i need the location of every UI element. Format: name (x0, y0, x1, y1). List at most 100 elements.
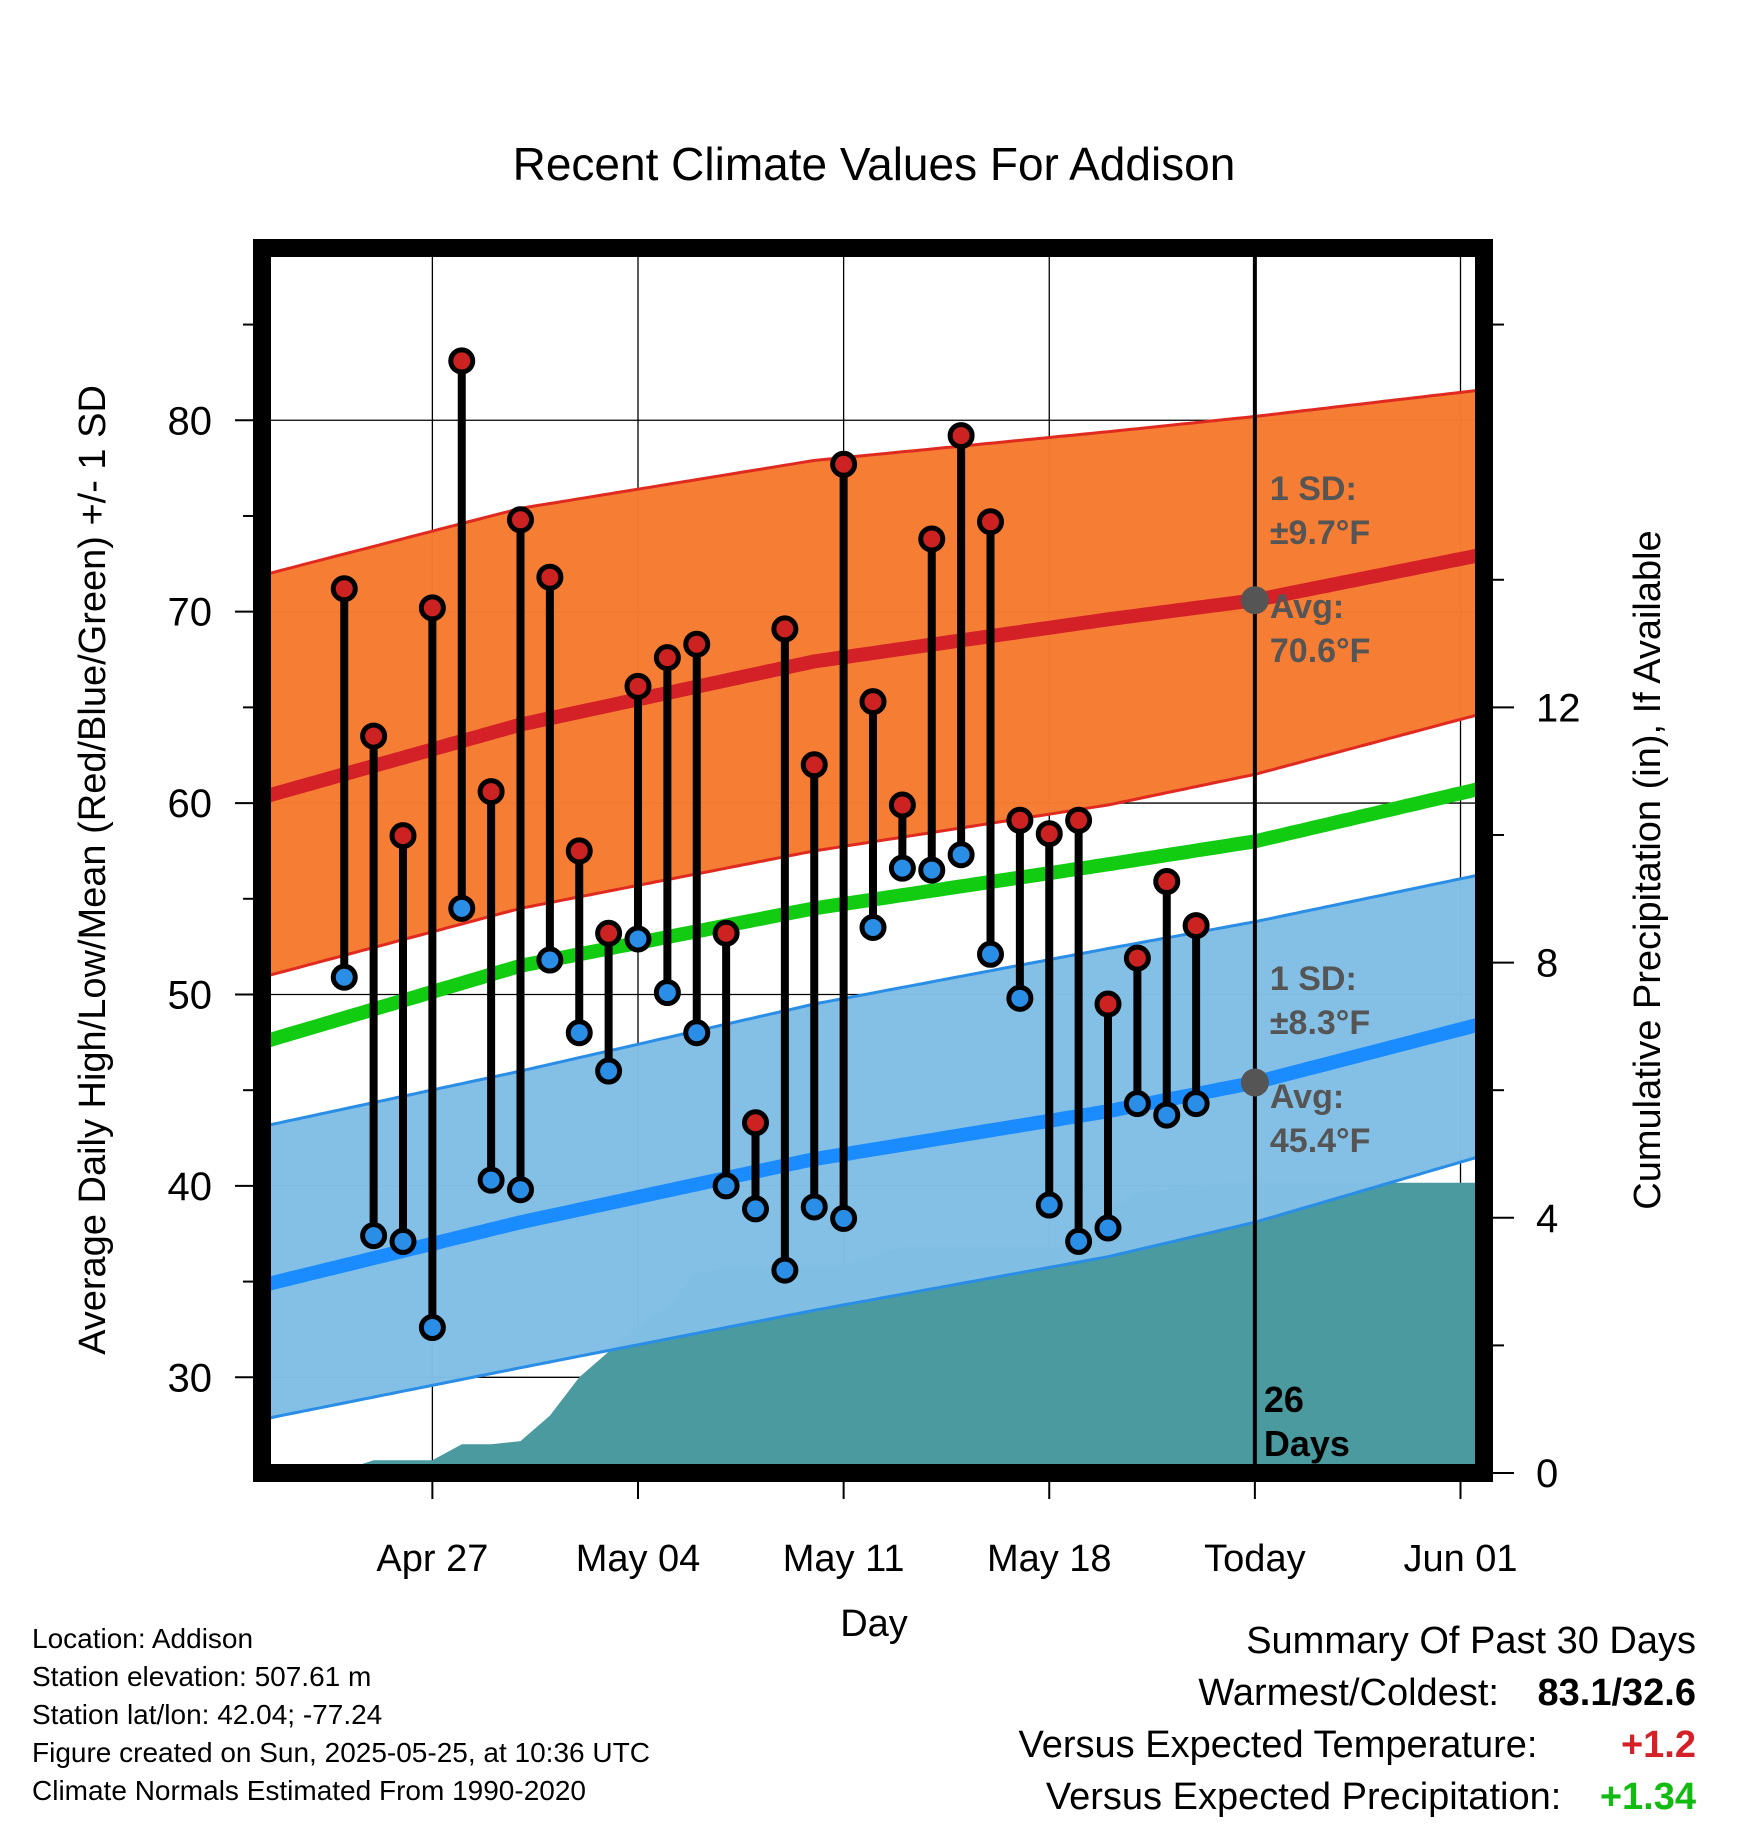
low-avg-line (262, 1016, 1484, 1293)
x-axis-label: Day (840, 1603, 908, 1645)
temp-value: +1.2 (1620, 1724, 1696, 1766)
daily-high-point (1094, 990, 1122, 1018)
daily-high-point (653, 644, 681, 672)
high-sd-label: 1 SD: (1270, 470, 1357, 508)
y-tick-label: 70 (168, 591, 213, 635)
summary-temp-row: Versus Expected Temperature: +1.2 (1019, 1719, 1696, 1771)
low-avg-label: Avg: (1270, 1078, 1344, 1116)
y2-tick-label: 0 (1536, 1452, 1558, 1496)
temp-label: Versus Expected Temperature: (1018, 1724, 1538, 1766)
y-tick-label: 40 (168, 1165, 213, 1209)
daily-high-point (1006, 806, 1034, 834)
daily-high-point (830, 450, 858, 478)
y-tick-label: 80 (168, 399, 213, 443)
daily-high-point (800, 751, 828, 779)
daily-high-point (859, 688, 887, 716)
daily-high-point (1065, 806, 1093, 834)
daily-low-point (653, 979, 681, 1007)
y2-tick-label: 8 (1536, 942, 1558, 986)
daily-high-point (918, 525, 946, 553)
daily-low-point (448, 894, 476, 922)
warmest-value: 83.1/32.6 (1537, 1672, 1696, 1714)
daily-high-point (360, 722, 388, 750)
high-band (262, 389, 1484, 978)
daily-high-point (1035, 820, 1063, 848)
location-text: Location: Addison (32, 1623, 254, 1654)
x-tick-label: Jun 01 (1403, 1538, 1517, 1580)
daily-low-point (1065, 1227, 1093, 1255)
daily-low-point (1182, 1090, 1210, 1118)
daily-low-point (1006, 984, 1034, 1012)
y-tick-label: 30 (168, 1356, 213, 1400)
daily-low-point (507, 1176, 534, 1204)
daily-low-point (683, 1019, 711, 1047)
daily-high-point (712, 919, 740, 947)
days-label: Days (1264, 1423, 1350, 1464)
precip-area (314, 1182, 1484, 1473)
daily-high-point (565, 837, 593, 865)
daily-low-point (771, 1256, 799, 1284)
daily-low-point (565, 1019, 593, 1047)
daily-high-point (771, 615, 799, 643)
chart-title: Recent Climate Values For Addison (513, 138, 1236, 190)
daily-low-point (888, 854, 916, 882)
summary-precip-row: Versus Expected Precipitation: +1.34 (1019, 1771, 1696, 1823)
x-tick-label: Apr 27 (376, 1538, 488, 1580)
daily-high-point (977, 508, 1004, 536)
low-sd-label: 1 SD: (1270, 960, 1357, 998)
daily-high-point (389, 822, 417, 850)
daily-low-point (830, 1204, 858, 1232)
y-tick-label: 50 (168, 973, 213, 1017)
daily-low-point (595, 1057, 623, 1085)
y2-tick-label: 4 (1536, 1197, 1558, 1241)
daily-low-point (712, 1172, 740, 1200)
high-avg-label: Avg: (1270, 588, 1344, 626)
created-text: Figure created on Sun, 2025-05-25, at 10… (32, 1737, 650, 1768)
summary-title: Summary Of Past 30 Days (1246, 1620, 1696, 1662)
low-band-upper-edge (262, 872, 1484, 1129)
x-tick-label: Today (1204, 1538, 1305, 1580)
daily-high-point (418, 594, 446, 622)
warmest-label: Warmest/Coldest: (1198, 1672, 1499, 1714)
daily-high-point (536, 563, 564, 591)
x-tick-label: May 18 (987, 1538, 1112, 1580)
x-tick-label: May 11 (783, 1538, 905, 1580)
daily-low-point (360, 1222, 388, 1250)
daily-high-point (477, 778, 505, 806)
daily-low-point (330, 963, 358, 991)
daily-low-point (947, 841, 975, 869)
x-tick-label: May 04 (576, 1538, 701, 1580)
daily-high-point (742, 1109, 769, 1137)
normals-text: Climate Normals Estimated From 1990-2020 (32, 1775, 586, 1806)
summary-panel: Summary Of Past 30 Days Warmest/Coldest:… (1019, 1615, 1696, 1823)
daily-high-point (1182, 912, 1210, 940)
precip-value: +1.34 (1599, 1776, 1696, 1818)
daily-high-point (595, 919, 623, 947)
daily-low-point (624, 925, 652, 953)
station-info: Location: Addison Station elevation: 507… (32, 1620, 650, 1810)
y2-tick-label: 12 (1536, 686, 1581, 730)
daily-low-point (418, 1314, 446, 1342)
daily-low-point (742, 1195, 769, 1223)
daily-low-point (918, 856, 946, 884)
daily-high-point (683, 630, 711, 658)
today-low-avg-marker (1240, 1068, 1269, 1097)
daily-low-point (536, 946, 564, 974)
daily-high-point (1123, 944, 1151, 972)
high-avg-value: 70.6°F (1270, 632, 1371, 670)
daily-high-point (624, 672, 652, 700)
elevation-text: Station elevation: 507.61 m (32, 1661, 372, 1692)
plot-frame (253, 239, 1493, 1482)
daily-low-point (1094, 1214, 1122, 1242)
daily-low-point (1035, 1191, 1063, 1219)
daily-low-point (800, 1193, 828, 1221)
daily-high-point (1153, 868, 1181, 896)
y-axis-label-left: Average Daily High/Low/Mean (Red/Blue/Gr… (72, 385, 114, 1355)
daily-high-point (507, 506, 534, 534)
daily-low-point (977, 940, 1004, 968)
daily-low-point (859, 913, 887, 941)
daily-high-point (448, 347, 476, 375)
latlon-text: Station lat/lon: 42.04; -77.24 (32, 1699, 383, 1730)
high-sd-value: ±9.7°F (1270, 514, 1370, 552)
